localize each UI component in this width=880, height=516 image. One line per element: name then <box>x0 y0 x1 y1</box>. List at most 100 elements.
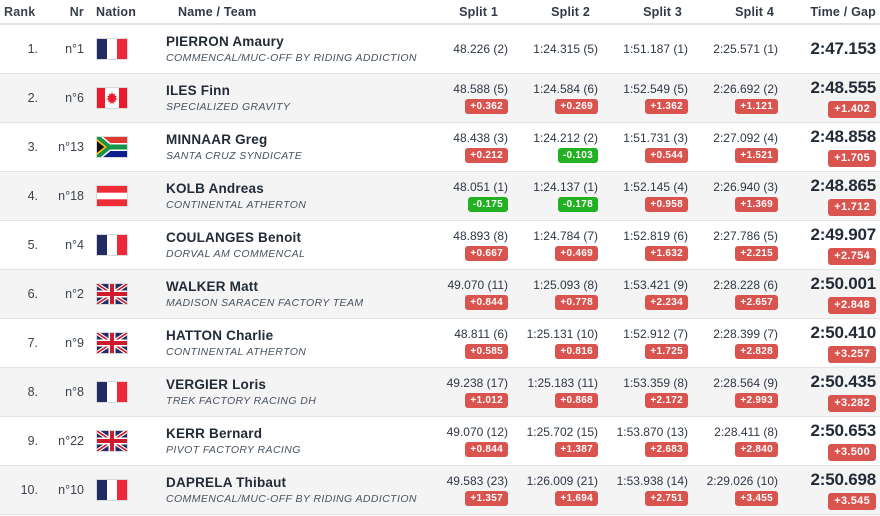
rider-name: ILES Finn <box>166 83 231 98</box>
split4-cell: 2:26.692 (2) +1.121 <box>690 74 780 122</box>
split4-cell: 2:27.786 (5) +2.215 <box>690 221 780 269</box>
split4-gap-badge: +3.455 <box>735 491 778 506</box>
split4-gap-badge: +2.993 <box>735 393 778 408</box>
rank-value: 10. <box>20 483 38 497</box>
rank-value: 4. <box>27 189 38 203</box>
split4-time: 2:28.228 (6) <box>713 278 778 292</box>
split4-gap-badge: +2.840 <box>735 442 778 457</box>
bib-number: n°18 <box>58 189 84 203</box>
split3-time: 1:53.421 (9) <box>623 278 688 292</box>
name-team-cell: HATTON Charlie CONTINENTAL ATHERTON <box>146 319 420 367</box>
bib-number: n°4 <box>65 238 84 252</box>
split4-gap-badge: +1.521 <box>735 148 778 163</box>
split1-cell: 49.238 (17) +1.012 <box>420 368 510 416</box>
split2-time: 1:25.183 (11) <box>527 376 599 390</box>
split1-time: 48.438 (3) <box>453 131 508 145</box>
team-name: COMMENCAL/MUC-OFF BY RIDING ADDICTION <box>166 52 417 64</box>
split4-cell: 2:28.399 (7) +2.828 <box>690 319 780 367</box>
table-row: 8. n°8 VERGIER Loris TREK FACTORY RACING… <box>0 368 880 417</box>
split1-cell: 49.070 (12) +0.844 <box>420 417 510 465</box>
table-row: 3. n°13 MINNAAR Greg SANTA CRUZ SYNDICAT… <box>0 123 880 172</box>
split2-cell: 1:24.137 (1) -0.178 <box>510 172 600 220</box>
split3-time: 1:53.938 (14) <box>616 474 688 488</box>
flag-great-britain-icon <box>96 332 128 354</box>
team-name: PIVOT FACTORY RACING <box>166 444 301 456</box>
split3-gap-badge: +2.172 <box>645 393 688 408</box>
split3-gap-badge: +0.958 <box>645 197 688 212</box>
split2-time: 1:24.784 (7) <box>533 229 598 243</box>
split3-gap-badge: +0.544 <box>645 148 688 163</box>
name-team-cell: VERGIER Loris TREK FACTORY RACING DH <box>146 368 420 416</box>
split4-time: 2:28.564 (9) <box>713 376 778 390</box>
nation-cell <box>84 368 146 416</box>
col-header-split2: Split 2 <box>551 4 590 19</box>
bib-number: n°6 <box>65 91 84 105</box>
time-gap-cell: 2:48.555 +1.402 <box>780 74 880 122</box>
nation-cell <box>84 74 146 122</box>
team-name: CONTINENTAL ATHERTON <box>166 346 307 358</box>
name-team-cell: PIERRON Amaury COMMENCAL/MUC-OFF BY RIDI… <box>146 25 420 73</box>
total-gap-badge: +3.500 <box>828 444 876 461</box>
time-gap-cell: 2:50.698 +3.545 <box>780 466 880 514</box>
rider-name: WALKER Matt <box>166 279 259 294</box>
split2-gap-badge: +0.868 <box>555 393 598 408</box>
split2-gap-badge: +1.387 <box>555 442 598 457</box>
bib-number: n°10 <box>58 483 84 497</box>
time-gap-cell: 2:47.153 <box>780 25 880 73</box>
split2-gap-badge: +0.469 <box>555 246 598 261</box>
rider-name: MINNAAR Greg <box>166 132 268 147</box>
team-name: SANTA CRUZ SYNDICATE <box>166 150 303 162</box>
split3-cell: 1:53.938 (14) +2.751 <box>600 466 690 514</box>
split3-time: 1:51.187 (1) <box>623 42 688 56</box>
split3-gap-badge: +2.234 <box>645 295 688 310</box>
name-team-cell: ILES Finn SPECIALIZED GRAVITY <box>146 74 420 122</box>
col-header-name-team: Name / Team <box>178 4 257 19</box>
name-team-cell: MINNAAR Greg SANTA CRUZ SYNDICATE <box>146 123 420 171</box>
split1-time: 48.811 (6) <box>454 327 508 341</box>
team-name: MADISON SARACEN FACTORY TEAM <box>166 297 364 309</box>
col-header-nation: Nation <box>96 4 137 19</box>
total-gap-badge: +3.282 <box>828 395 876 412</box>
split4-time: 2:28.399 (7) <box>713 327 778 341</box>
time-gap-cell: 2:50.410 +3.257 <box>780 319 880 367</box>
split2-gap-badge: -0.103 <box>557 148 598 163</box>
table-row: 6. n°2 WALKER Matt MADISON SARACEN FACTO… <box>0 270 880 319</box>
split3-time: 1:53.870 (13) <box>616 425 688 439</box>
split1-time: 49.070 (12) <box>446 425 508 439</box>
table-row: 1. n°1 PIERRON Amaury COMMENCAL/MUC-OFF … <box>0 25 880 74</box>
split3-cell: 1:53.421 (9) +2.234 <box>600 270 690 318</box>
team-name: SPECIALIZED GRAVITY <box>166 101 291 113</box>
split2-cell: 1:24.784 (7) +0.469 <box>510 221 600 269</box>
split2-cell: 1:25.131 (10) +0.816 <box>510 319 600 367</box>
flag-france-icon <box>96 38 128 60</box>
col-header-split1: Split 1 <box>459 4 498 19</box>
split3-time: 1:52.819 (6) <box>623 229 688 243</box>
split4-cell: 2:27.092 (4) +1.521 <box>690 123 780 171</box>
split1-time: 48.051 (1) <box>453 180 508 194</box>
total-time: 2:50.435 <box>810 372 876 392</box>
total-gap-badge: +1.705 <box>828 150 876 167</box>
split2-cell: 1:26.009 (21) +1.694 <box>510 466 600 514</box>
time-gap-cell: 2:48.858 +1.705 <box>780 123 880 171</box>
table-body: 1. n°1 PIERRON Amaury COMMENCAL/MUC-OFF … <box>0 25 880 515</box>
total-time: 2:50.698 <box>810 470 876 490</box>
table-row: 9. n°22 KERR Bernard PIVOT FACTORY RACIN… <box>0 417 880 466</box>
split1-cell: 49.583 (23) +1.357 <box>420 466 510 514</box>
bib-number: n°13 <box>58 140 84 154</box>
split2-gap-badge: +0.269 <box>555 99 598 114</box>
split1-time: 49.238 (17) <box>446 376 508 390</box>
table-row: 2. n°6 ILES Finn SPECIALIZED GRAVITY 48.… <box>0 74 880 123</box>
time-gap-cell: 2:50.653 +3.500 <box>780 417 880 465</box>
split1-gap-badge: -0.175 <box>467 197 508 212</box>
flag-canada-icon <box>96 87 128 109</box>
split4-gap-badge: +1.369 <box>735 197 778 212</box>
split1-gap-badge: +0.212 <box>465 148 508 163</box>
split2-cell: 1:25.183 (11) +0.868 <box>510 368 600 416</box>
time-gap-cell: 2:50.001 +2.848 <box>780 270 880 318</box>
split1-cell: 48.438 (3) +0.212 <box>420 123 510 171</box>
split2-time: 1:25.093 (8) <box>533 278 598 292</box>
split1-gap-badge: +0.844 <box>465 442 508 457</box>
time-gap-cell: 2:49.907 +2.754 <box>780 221 880 269</box>
name-team-cell: KOLB Andreas CONTINENTAL ATHERTON <box>146 172 420 220</box>
col-header-nr: Nr <box>69 4 84 19</box>
